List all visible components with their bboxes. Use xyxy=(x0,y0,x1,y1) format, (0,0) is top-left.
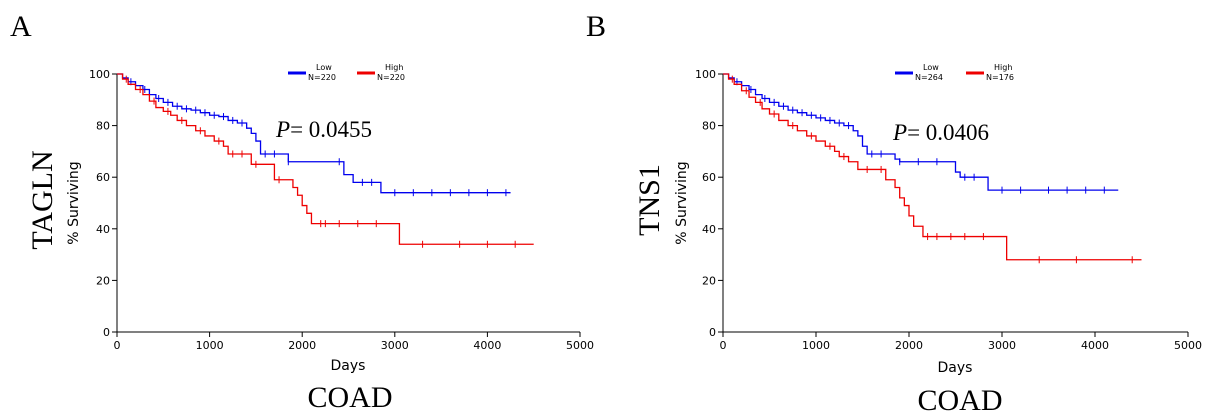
x-axis-label: Days xyxy=(331,358,366,374)
y-tick-label: 80 xyxy=(96,120,110,133)
legend-n-high: N=220 xyxy=(377,73,405,82)
x-tick-label: 3000 xyxy=(988,339,1016,352)
legend-group-high: High xyxy=(385,63,403,72)
y-tick-label: 20 xyxy=(702,274,716,287)
curves xyxy=(723,73,1142,264)
legend: Low N=264 High N=176 xyxy=(895,63,1014,82)
x-tick-label: 5000 xyxy=(566,339,594,352)
x-tick-label: 1000 xyxy=(196,339,224,352)
survival-curve-high xyxy=(117,73,534,245)
legend-n-low: N=220 xyxy=(308,73,336,82)
y-tick-label: 40 xyxy=(96,223,110,236)
p-value: P= 0.0406 xyxy=(892,120,989,145)
legend-group-low: Low xyxy=(923,63,939,72)
x-tick-label: 1000 xyxy=(802,339,830,352)
panel-label: A xyxy=(10,10,32,43)
x-tick-label: 4000 xyxy=(473,339,501,352)
y-axis-label: % Surviving xyxy=(66,161,82,244)
y-tick-label: 60 xyxy=(96,171,110,184)
survival-curve-high xyxy=(723,73,1142,261)
p-value: P= 0.0455 xyxy=(275,117,372,142)
x-tick-label: 0 xyxy=(720,339,727,352)
gene-label: TNS1 xyxy=(633,164,666,236)
gene-label: TAGLN xyxy=(26,150,59,249)
cohort-label: COAD xyxy=(307,381,392,414)
y-axis-label: % Surviving xyxy=(674,161,690,244)
legend-n-high: N=176 xyxy=(986,73,1014,82)
x-tick-label: 2000 xyxy=(288,339,316,352)
legend-group-low: Low xyxy=(316,63,332,72)
x-tick-label: 2000 xyxy=(895,339,923,352)
y-tick-label: 100 xyxy=(695,68,716,81)
y-tick-label: 0 xyxy=(103,326,110,339)
y-tick-label: 60 xyxy=(702,171,716,184)
cohort-label: COAD xyxy=(917,384,1002,416)
x-tick-label: 3000 xyxy=(381,339,409,352)
legend-n-low: N=264 xyxy=(915,73,943,82)
y-tick-label: 100 xyxy=(89,68,110,81)
y-tick-label: 40 xyxy=(702,223,716,236)
x-tick-label: 5000 xyxy=(1174,339,1202,352)
x-tick-label: 0 xyxy=(114,339,121,352)
y-tick-label: 0 xyxy=(709,326,716,339)
y-tick-label: 20 xyxy=(96,274,110,287)
panel-a: A TAGLN % Surviving Days COAD P= 0.0455 … xyxy=(10,10,594,414)
x-tick-label: 4000 xyxy=(1081,339,1109,352)
x-axis-label: Days xyxy=(938,360,973,376)
curves xyxy=(117,73,534,248)
y-tick-label: 80 xyxy=(702,120,716,133)
panel-label: B xyxy=(586,10,606,43)
survival-curve-low xyxy=(117,73,511,194)
legend: Low N=220 High N=220 xyxy=(288,63,405,82)
panel-b: B TNS1 % Surviving Days COAD P= 0.0406 L… xyxy=(586,10,1202,416)
legend-group-high: High xyxy=(994,63,1012,72)
